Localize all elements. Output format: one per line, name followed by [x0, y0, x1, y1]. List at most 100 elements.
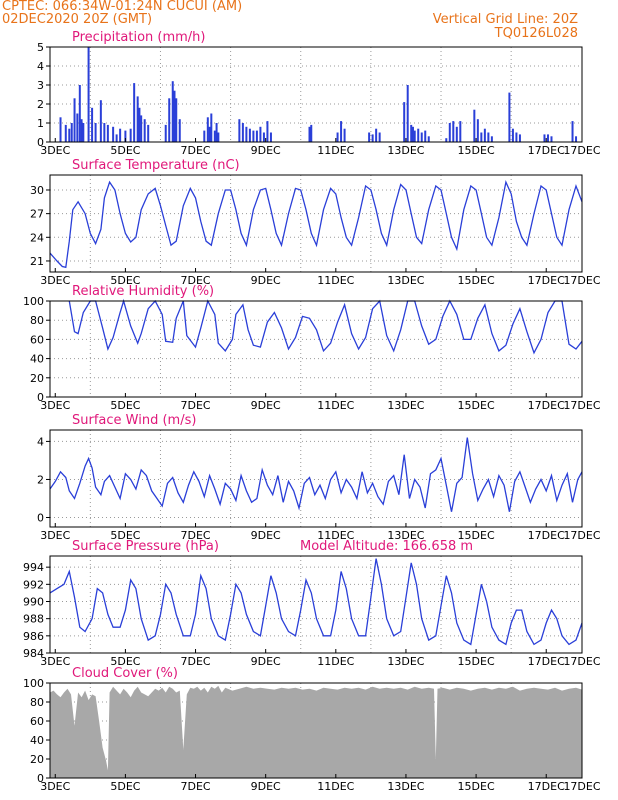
panel-title: Relative Humidity (%) [72, 284, 214, 299]
x-tick-label: 15DEC [458, 144, 495, 157]
x-tick-label: 17DEC [563, 399, 600, 412]
panel-frame [49, 682, 583, 779]
x-tick-label: 5DEC [110, 780, 140, 793]
precip-bar [147, 124, 150, 142]
precip-bar [245, 126, 248, 142]
panel-subtitle: Model Altitude: 166.658 m [300, 539, 473, 554]
precip-bar [119, 128, 122, 142]
x-tick-label: 13DEC [387, 274, 424, 287]
precip-bar [403, 102, 406, 142]
x-tick-label: 9DEC [251, 399, 281, 412]
precip-bar [164, 124, 167, 142]
precip-bar [136, 96, 139, 142]
x-tick-label: 9DEC [251, 655, 281, 668]
precip-bar [70, 123, 73, 142]
precip-bar [518, 134, 521, 142]
precip-bar [424, 130, 427, 142]
precip-bar [91, 107, 94, 142]
x-tick-label: 5DEC [110, 529, 140, 542]
y-tick-label: 0 [37, 391, 44, 404]
header-datetime: 02DEC2020 20Z (GMT) [2, 12, 153, 27]
y-tick-label: 992 [23, 578, 44, 591]
precip-bar [487, 132, 490, 142]
x-tick-label: 17DEC [528, 274, 565, 287]
header-run-id: TQ0126L028 [494, 26, 578, 41]
x-tick-label: 3DEC [40, 529, 70, 542]
panel-1: 21 24 27 30 3DEC 5DEC 7DEC 9DEC 11DEC 13DEC 15DEC 1… [30, 158, 601, 287]
x-tick-label: 17DEC [563, 144, 600, 157]
precip-bar [259, 126, 262, 142]
x-tick-label: 9DEC [251, 144, 281, 157]
precip-bar [543, 134, 546, 142]
x-tick-label: 11DEC [317, 399, 354, 412]
panel-title: Precipitation (mm/h) [72, 30, 205, 45]
precip-bar [420, 132, 423, 142]
precip-bar [406, 85, 409, 142]
y-tick-label: 20 [30, 753, 44, 766]
x-tick-label: 13DEC [387, 780, 424, 793]
panel-2: 0 20 40 60 80 100 3DEC 5DEC 7DEC 9DEC 11DEC 13DEC 15… [23, 284, 601, 412]
x-tick-label: 17DEC [528, 529, 565, 542]
series-line-4 [49, 558, 583, 646]
precip-bar [427, 136, 430, 142]
x-tick-label: 17DEC [563, 529, 600, 542]
precip-bar [215, 123, 218, 142]
panel-title: Surface Pressure (hPa) [72, 539, 219, 554]
precip-bar [413, 130, 416, 142]
panel-title: Cloud Cover (%) [72, 666, 178, 681]
precip-bar [483, 128, 486, 142]
x-tick-label: 13DEC [387, 399, 424, 412]
x-tick-label: 7DEC [180, 274, 210, 287]
precip-bar [82, 123, 85, 142]
precip-bar [143, 119, 146, 142]
precip-bar [490, 136, 493, 142]
y-tick-label: 988 [23, 613, 44, 626]
precip-bar [213, 130, 216, 142]
x-tick-label: 5DEC [110, 274, 140, 287]
panel-5: 0 20 40 60 80 100 3DEC 5DEC 7DEC 9DEC 11DEC 13DEC 15… [23, 666, 601, 793]
x-tick-label: 13DEC [387, 529, 424, 542]
precip-bar [308, 126, 311, 142]
precip-bar [217, 132, 220, 142]
precip-bar [94, 123, 97, 142]
x-tick-label: 7DEC [180, 144, 210, 157]
precip-bar [375, 128, 378, 142]
x-tick-label: 11DEC [317, 529, 354, 542]
x-tick-label: 11DEC [317, 144, 354, 157]
precip-bar [208, 126, 211, 142]
y-tick-label: 0 [37, 511, 44, 524]
panel-title: Surface Temperature (nC) [72, 158, 240, 173]
panel-title: Surface Wind (m/s) [72, 413, 196, 428]
series-line-1 [49, 179, 583, 269]
precip-bar [133, 83, 136, 142]
precip-bar [546, 134, 549, 142]
x-tick-label: 7DEC [180, 399, 210, 412]
y-tick-label: 40 [30, 353, 44, 366]
precip-bar [368, 132, 371, 142]
precip-bar [112, 126, 115, 142]
y-tick-label: 0 [37, 772, 44, 785]
precip-bar [575, 136, 578, 142]
y-tick-label: 4 [37, 60, 44, 73]
precip-bar [476, 119, 479, 142]
precip-bar [252, 130, 255, 142]
x-tick-label: 7DEC [180, 780, 210, 793]
precip-bar [417, 128, 420, 142]
precip-bar [378, 132, 381, 142]
x-tick-label: 3DEC [40, 655, 70, 668]
y-tick-label: 40 [30, 734, 44, 747]
precip-bar [87, 47, 90, 142]
precip-bar [473, 109, 476, 142]
x-tick-label: 13DEC [387, 144, 424, 157]
x-tick-label: 9DEC [251, 780, 281, 793]
precip-bar [343, 128, 346, 142]
precip-bar [452, 121, 455, 142]
precip-bar [129, 128, 132, 142]
precip-bar [59, 117, 62, 142]
cloud-area [50, 685, 582, 778]
precip-bar [238, 119, 241, 142]
precip-bar [241, 123, 244, 142]
y-tick-label: 3 [37, 79, 44, 92]
precip-bar [445, 138, 448, 142]
precip-bar [103, 123, 106, 142]
